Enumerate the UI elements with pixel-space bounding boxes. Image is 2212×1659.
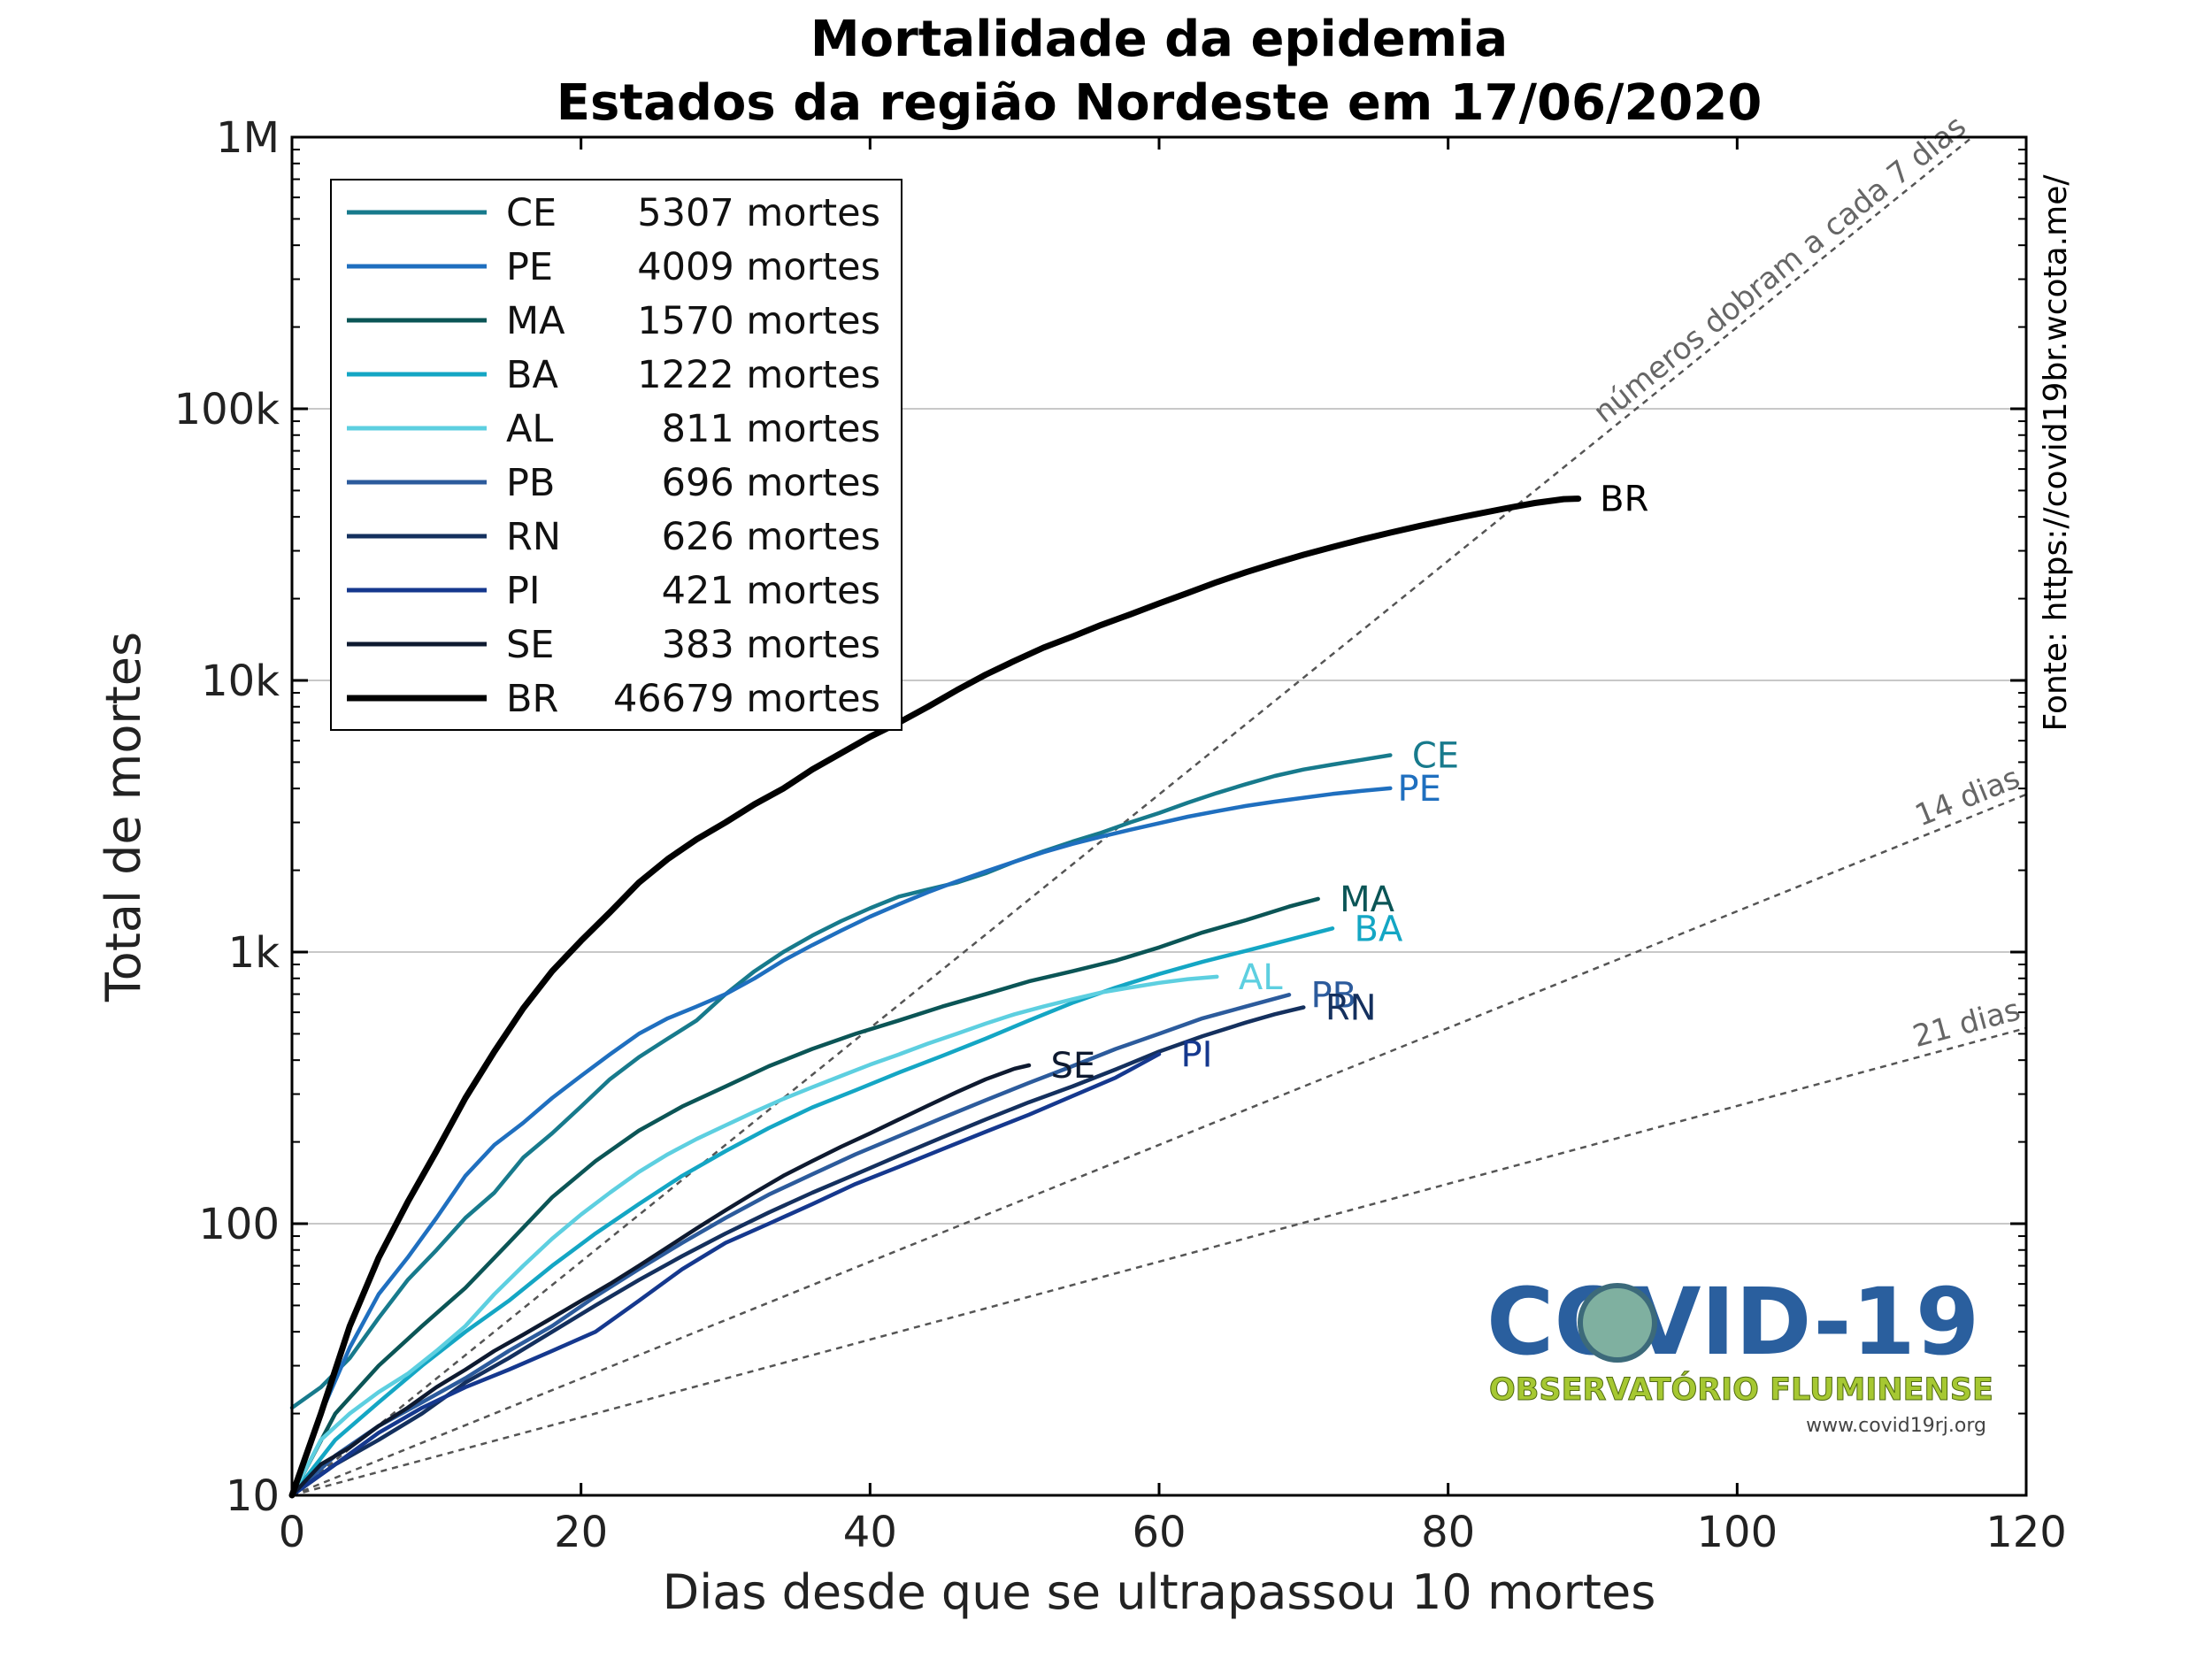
legend-value: 696 mortes — [662, 461, 880, 505]
end-label-pe: PE — [1398, 769, 1441, 810]
legend-value: 421 mortes — [662, 569, 880, 613]
legend-value: 1570 mortes — [637, 299, 880, 343]
y-tick-label: 1k — [228, 928, 280, 978]
doubling-line — [291, 1026, 2027, 1497]
x-tick-label: 0 — [279, 1508, 306, 1557]
series-line-al — [289, 974, 1219, 1498]
end-label-se: SE — [1051, 1046, 1096, 1087]
end-label-al: AL — [1239, 957, 1283, 998]
axis-ticks: 0 20 40 60 80 100 120 10 100 1k 10k 100k 1M — [174, 113, 2067, 1557]
y-tick-label: 100 — [198, 1200, 280, 1249]
x-tick-label: 60 — [1132, 1508, 1186, 1557]
legend-name: SE — [506, 623, 554, 667]
chart-title: Mortalidade da epidemia — [810, 11, 1508, 68]
legend-value: 5307 mortes — [637, 191, 880, 235]
x-tick-label: 80 — [1421, 1508, 1475, 1557]
end-label-rn: RN — [1325, 987, 1377, 1028]
legend-name: PI — [506, 569, 541, 613]
series-line-rn — [289, 1005, 1306, 1498]
y-tick-label: 1M — [216, 113, 280, 163]
end-label-ma: MA — [1340, 879, 1395, 920]
series-lines — [288, 495, 1582, 1499]
virus-icon — [1578, 1283, 1657, 1363]
series-line-pb — [289, 993, 1292, 1498]
series-line-pi — [289, 1052, 1162, 1498]
end-label-pi: PI — [1181, 1034, 1213, 1075]
series-line-ba — [289, 926, 1335, 1498]
end-label-br: BR — [1600, 480, 1648, 520]
x-tick-label: 120 — [1985, 1508, 2067, 1557]
end-label-ce: CE — [1412, 735, 1459, 776]
legend-box — [330, 179, 902, 731]
legend-name: PE — [506, 245, 553, 289]
legend-name: MA — [506, 299, 565, 343]
legend-value: 46679 mortes — [613, 677, 880, 721]
legend-name: PB — [506, 461, 555, 505]
x-axis-label: Dias desde que se ultrapassou 10 mortes — [663, 1564, 1656, 1620]
y-axis-label: Total de mortes — [96, 632, 151, 1002]
legend-value: 811 mortes — [662, 407, 880, 451]
logo-url: www.covid19rj.org — [1806, 1415, 1986, 1437]
legend-value: 383 mortes — [662, 623, 880, 667]
legend-value: 1222 mortes — [637, 353, 880, 397]
source-label: Fonte: https://covid19br.wcota.me/ — [2038, 174, 2074, 732]
x-tick-label: 40 — [843, 1508, 897, 1557]
logo: COVID-19 OBSERVATÓRIO FLUMINENSE www.cov… — [1486, 1268, 1993, 1437]
doubling-label: 14 dias — [1910, 760, 2025, 833]
end-label-pb: PB — [1311, 975, 1357, 1016]
y-tick-label: 10k — [201, 657, 280, 706]
x-tick-label: 20 — [554, 1508, 608, 1557]
legend-name: AL — [506, 407, 553, 451]
series-line-br — [288, 495, 1582, 1499]
series-line-se — [289, 1063, 1032, 1498]
doubling-label: números dobram a cada 7 dias — [1586, 109, 1972, 431]
logo-subtitle: OBSERVATÓRIO FLUMINENSE — [1489, 1371, 1993, 1408]
legend-name: CE — [506, 191, 557, 235]
chart-subtitle: Estados da região Nordeste em 17/06/2020 — [557, 74, 1763, 132]
doubling-line — [291, 793, 2027, 1497]
y-tick-label: 100k — [174, 385, 280, 434]
end-label-ba: BA — [1355, 909, 1403, 949]
legend-value: 626 mortes — [662, 515, 880, 559]
x-tick-label: 100 — [1697, 1508, 1778, 1557]
series-line-ma — [289, 896, 1320, 1498]
logo-title: COVID-19 — [1486, 1268, 1979, 1376]
series-line-pe — [289, 786, 1393, 1498]
legend: CE 5307 mortes PE 4009 mortes MA 1570 mortes B… — [330, 179, 902, 731]
series-line-ce — [289, 753, 1393, 1410]
legend-value: 4009 mortes — [637, 245, 880, 289]
legend-name: BR — [506, 677, 558, 721]
legend-name: BA — [506, 353, 558, 397]
doubling-line — [291, 136, 1973, 1496]
y-tick-label: 10 — [226, 1471, 280, 1521]
legend-name: RN — [506, 515, 561, 559]
doubling-label: 21 dias — [1909, 992, 2024, 1055]
